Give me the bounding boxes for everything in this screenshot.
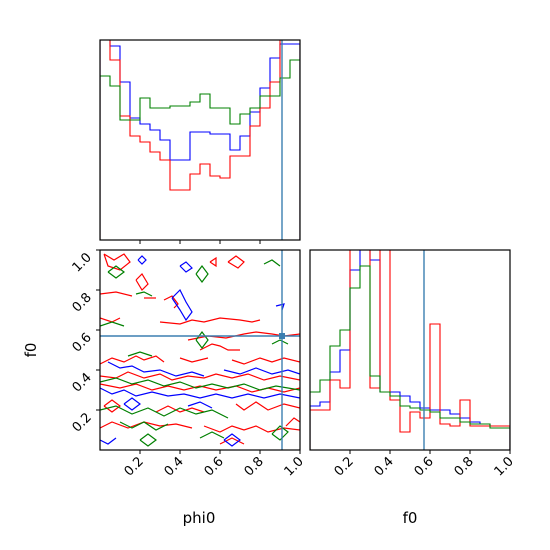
phi0-histogram-panel — [99, 39, 301, 244]
f0-tick-label: 1.0 — [70, 250, 95, 275]
contour-line — [137, 255, 147, 265]
contour-line — [100, 317, 121, 323]
f0-hist-tick-label: 1.0 — [492, 454, 517, 479]
f0-tick-label: 0.8 — [70, 290, 95, 315]
phi0-tick-label: 0.2 — [122, 454, 147, 479]
contour-line — [203, 425, 300, 433]
f0-hist-tick-label: 0.6 — [412, 454, 437, 479]
contour-line — [100, 437, 117, 445]
f0-hist-tick-label: 0.4 — [372, 454, 397, 479]
contour-line — [187, 401, 213, 409]
phi0-tick-label: 0.6 — [202, 454, 227, 479]
contour-line — [100, 321, 125, 327]
contour-panel-frame — [99, 249, 301, 451]
contour-line — [223, 367, 300, 375]
f0-tick-label: 0.4 — [70, 370, 95, 395]
x-axis-label-f0: f0 — [403, 509, 418, 527]
y-axis-label-f0: f0 — [22, 343, 40, 358]
contour-line — [135, 291, 153, 297]
phi0-tick-label: 0.8 — [242, 454, 267, 479]
f0-hist-series-2 — [310, 265, 510, 450]
contour-line — [227, 255, 245, 269]
contour-line — [107, 265, 125, 279]
contour-line — [107, 361, 205, 377]
contour-line — [271, 339, 289, 345]
truth-marker — [279, 333, 285, 339]
f0-tick-label: 0.6 — [70, 330, 95, 355]
contour-line — [100, 291, 133, 297]
contour-line — [100, 405, 229, 419]
contour-line — [275, 303, 285, 311]
phi0-histogram-frame — [99, 39, 301, 241]
f0-hist-tick-label: 0.8 — [452, 454, 477, 479]
contour-line — [119, 421, 169, 431]
contour-line — [263, 259, 281, 267]
contour-line — [271, 425, 289, 441]
contour-line — [135, 273, 149, 291]
contour-line — [123, 397, 141, 411]
contour-line — [159, 317, 261, 325]
f0-hist-series-0 — [310, 250, 510, 450]
contour-line — [100, 377, 300, 391]
phi0-hist-series-0 — [100, 40, 300, 240]
f0-tick-label: 0.2 — [70, 410, 95, 435]
contour-line — [209, 256, 217, 268]
phi0-hist-series-1 — [100, 40, 300, 240]
phi0-tick-label: 0.4 — [162, 454, 187, 479]
contour-line — [285, 417, 300, 427]
contour-line — [100, 355, 165, 365]
phi0-hist-series-2 — [100, 59, 300, 240]
f0-histogram-panel: 0.2 0.4 0.6 0.8 1.0 — [309, 249, 517, 479]
contour-line — [127, 351, 153, 357]
contour-line — [235, 401, 300, 411]
contour-line — [199, 431, 225, 439]
contour-line — [155, 405, 205, 413]
contour-line — [103, 253, 131, 271]
x-axis-label-phi0: phi0 — [183, 509, 216, 527]
contour-line — [171, 288, 193, 322]
contour-line — [100, 387, 300, 399]
phi0-tick-label: 1.0 — [282, 454, 307, 479]
contour-line — [163, 295, 179, 309]
phi0-f0-contour-panel: 0.2 0.4 0.6 0.8 1.0 0.2 0.4 0.6 0.8 1.0 — [70, 249, 307, 479]
contour-line — [231, 357, 300, 365]
contour-line — [179, 357, 209, 363]
contour-line — [100, 371, 300, 381]
contour-line — [199, 343, 240, 351]
f0-hist-series-1 — [310, 250, 510, 450]
contour-line — [223, 433, 241, 447]
f0-hist-tick-label: 0.2 — [332, 454, 357, 479]
f0-histogram-frame — [309, 249, 511, 451]
contour-line — [195, 265, 209, 283]
contour-line — [195, 331, 209, 349]
contour-line — [219, 437, 245, 445]
contour-line — [103, 399, 121, 413]
contour-line — [139, 433, 157, 447]
contour-line — [179, 261, 193, 273]
